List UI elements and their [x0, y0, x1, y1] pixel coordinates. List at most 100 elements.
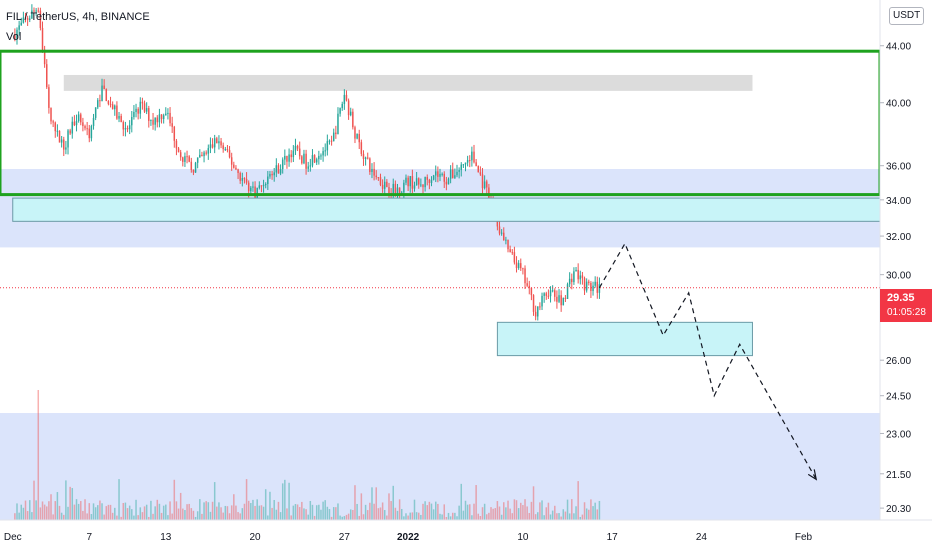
candle-body [505, 239, 507, 241]
volume-bar [347, 513, 350, 520]
candle [162, 113, 165, 124]
volume-bar [441, 514, 443, 520]
candle [558, 289, 560, 304]
volume-bar [337, 503, 339, 520]
volume-indicator-label[interactable]: Vol [6, 31, 22, 43]
candle [131, 110, 133, 133]
candle-body [405, 177, 407, 183]
candle-body [171, 123, 173, 127]
candle-body [313, 155, 316, 163]
volume-bar [218, 502, 220, 520]
candle [258, 181, 261, 190]
candle-body [294, 145, 297, 151]
candle [522, 267, 524, 275]
volume-bar [409, 512, 411, 520]
candle [341, 101, 343, 111]
volume-bar [496, 501, 499, 520]
volume-bar [54, 501, 57, 520]
volume-bar [152, 513, 154, 520]
volume-bar [479, 516, 482, 520]
candle-body [583, 278, 586, 291]
candle-body [486, 181, 488, 188]
candle [14, 28, 16, 42]
volume-bar [507, 500, 509, 520]
candle-body [362, 153, 365, 159]
volume-bar [498, 506, 501, 520]
candle-body [347, 100, 350, 116]
volume-bar [388, 493, 390, 520]
currency-button[interactable]: USDT [889, 7, 925, 25]
candle-body [182, 157, 184, 162]
candle [29, 15, 31, 23]
volume-bar [243, 503, 246, 520]
candle [458, 167, 460, 179]
time-tick-label: Feb [795, 532, 813, 543]
candle [505, 236, 507, 245]
candle [349, 107, 352, 117]
volume-bar [522, 505, 524, 520]
candle [554, 288, 556, 302]
candle [154, 117, 156, 131]
candle-body [175, 140, 178, 149]
volume-bar [383, 510, 386, 520]
candle [182, 156, 184, 167]
candle [322, 147, 324, 162]
volume-bar [260, 505, 263, 520]
candle [473, 144, 475, 164]
candle-body [479, 172, 482, 175]
candle-body [524, 268, 526, 284]
candle-body [441, 173, 443, 175]
volume-bar [547, 502, 550, 520]
volume-bar [449, 516, 452, 520]
candle-body [131, 117, 133, 126]
candle [167, 108, 169, 120]
candle [517, 260, 520, 270]
volume-bar [216, 506, 218, 520]
volume-bar [99, 500, 101, 520]
candle [63, 136, 65, 157]
volume-bar [97, 505, 99, 520]
volume-bar [16, 503, 18, 520]
candle-body [33, 10, 35, 12]
candle [126, 125, 129, 133]
volume-bar [473, 503, 475, 520]
candle-body [220, 141, 222, 146]
volume-bar [420, 514, 422, 520]
candle-body [496, 220, 499, 227]
volume-bar [63, 514, 65, 520]
candle-body [228, 150, 231, 158]
candle [594, 276, 596, 288]
volume-bar [256, 499, 258, 520]
candle [417, 177, 420, 189]
candle [445, 176, 448, 191]
time-tick-label: 13 [160, 532, 172, 543]
candle-body [469, 160, 471, 162]
candle-body [420, 184, 422, 186]
candle [218, 135, 220, 150]
volume-bar [352, 509, 354, 520]
candle-body [379, 177, 382, 185]
candle-body [114, 105, 116, 110]
candle-body [213, 138, 216, 148]
candle [413, 181, 416, 192]
volume-bar [343, 516, 346, 520]
volume-bar [103, 514, 105, 520]
candle [114, 104, 116, 116]
volume-bar [386, 515, 388, 520]
candle-body [326, 141, 329, 151]
candle-body [369, 158, 371, 172]
volume-bar [369, 502, 371, 520]
volume-bar [90, 514, 93, 520]
candle [69, 128, 71, 136]
candle-body [424, 177, 426, 188]
candle-body [296, 145, 299, 149]
candle [139, 97, 142, 119]
candle [165, 107, 167, 116]
candle-body [426, 177, 428, 180]
candle-body [67, 130, 69, 148]
candle [324, 143, 326, 157]
volume-bar [224, 505, 227, 520]
candle [184, 152, 186, 167]
candle [315, 157, 318, 166]
